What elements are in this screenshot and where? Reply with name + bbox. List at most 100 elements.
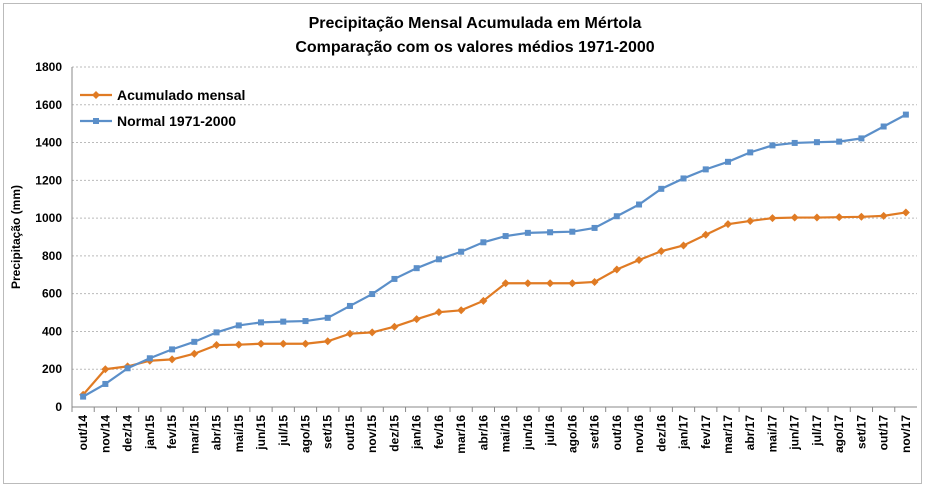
x-tick-label: mai/17 xyxy=(765,415,779,453)
data-point xyxy=(836,138,843,145)
x-tick-label: mar/17 xyxy=(721,415,735,454)
data-point xyxy=(257,339,266,348)
data-point xyxy=(124,365,131,372)
data-point xyxy=(234,340,243,349)
data-point xyxy=(301,339,310,348)
data-point xyxy=(323,337,332,346)
x-tick-label: ago/16 xyxy=(565,415,579,453)
x-tick-label: abr/17 xyxy=(743,415,757,451)
y-tick-label: 400 xyxy=(42,324,62,338)
x-tick-label: jul/16 xyxy=(543,415,557,447)
data-point xyxy=(701,230,710,239)
data-point xyxy=(524,229,531,236)
data-point xyxy=(612,265,621,274)
data-point xyxy=(568,279,577,288)
data-point xyxy=(213,329,220,336)
data-point xyxy=(746,216,755,225)
y-tick-label: 0 xyxy=(55,400,62,414)
data-point xyxy=(636,201,643,208)
legend-marker xyxy=(93,118,99,124)
x-tick-label: nov/15 xyxy=(365,415,379,453)
data-point xyxy=(590,277,599,286)
x-tick-label: set/15 xyxy=(321,415,335,449)
data-point xyxy=(279,339,288,348)
data-point xyxy=(723,220,732,229)
x-tick-label: jul/17 xyxy=(810,415,824,447)
chart-border xyxy=(3,3,922,484)
x-tick-label: fev/17 xyxy=(699,415,713,449)
data-point xyxy=(435,256,442,263)
x-tick-label: jan/15 xyxy=(143,415,157,450)
data-point xyxy=(391,275,398,282)
data-point xyxy=(591,224,598,231)
y-tick-label: 1600 xyxy=(35,98,62,112)
y-tick-label: 800 xyxy=(42,249,62,263)
x-tick-label: jun/15 xyxy=(254,415,268,451)
data-point xyxy=(280,318,287,325)
x-tick-label: out/15 xyxy=(343,415,357,451)
x-tick-label: nov/16 xyxy=(632,415,646,453)
data-point xyxy=(879,211,888,220)
x-tick-label: jun/17 xyxy=(788,415,802,451)
data-point xyxy=(613,213,620,220)
data-point xyxy=(479,296,488,305)
data-point xyxy=(168,355,177,364)
data-point xyxy=(302,318,309,325)
x-tick-label: fev/15 xyxy=(165,415,179,449)
data-point xyxy=(679,241,688,250)
data-point xyxy=(324,314,331,321)
data-point xyxy=(857,212,866,221)
data-point xyxy=(101,365,110,374)
data-point xyxy=(412,315,421,324)
data-point xyxy=(858,135,865,142)
data-point xyxy=(102,380,109,387)
data-point xyxy=(812,213,821,222)
x-tick-label: mar/15 xyxy=(187,415,201,454)
legend-label: Normal 1971-2000 xyxy=(117,113,236,129)
x-tick-label: jul/15 xyxy=(276,415,290,447)
data-point xyxy=(724,158,731,165)
data-point xyxy=(790,213,799,222)
x-tick-label: jan/16 xyxy=(410,415,424,450)
data-point xyxy=(190,349,199,358)
data-point xyxy=(434,308,443,317)
data-point xyxy=(258,319,265,326)
data-point xyxy=(902,111,909,118)
data-point xyxy=(546,279,555,288)
x-tick-label: dez/16 xyxy=(654,415,668,452)
data-point xyxy=(369,291,376,298)
x-tick-label: abr/15 xyxy=(210,415,224,451)
data-point xyxy=(345,329,354,338)
x-tick-label: nov/17 xyxy=(899,415,913,453)
data-point xyxy=(501,279,510,288)
data-point xyxy=(502,233,509,240)
x-tick-label: dez/14 xyxy=(121,415,135,452)
y-tick-label: 1800 xyxy=(35,60,62,74)
data-point xyxy=(768,214,777,223)
data-point xyxy=(901,208,910,217)
x-tick-label: abr/16 xyxy=(476,415,490,451)
y-tick-label: 1400 xyxy=(35,136,62,150)
data-point xyxy=(702,166,709,173)
data-point xyxy=(457,306,466,315)
data-point xyxy=(523,279,532,288)
data-point xyxy=(458,248,465,255)
data-point xyxy=(880,123,887,130)
y-tick-label: 200 xyxy=(42,362,62,376)
data-point xyxy=(413,265,420,272)
x-tick-label: dez/15 xyxy=(387,415,401,452)
data-point xyxy=(635,256,644,265)
x-tick-label: set/17 xyxy=(854,415,868,449)
y-axis-label: Precipitação (mm) xyxy=(9,185,23,289)
x-tick-label: mai/15 xyxy=(232,415,246,453)
chart-title: Precipitação Mensal Acumulada em Mértola xyxy=(309,15,642,32)
data-point xyxy=(569,228,576,235)
data-point xyxy=(169,346,176,353)
chart-subtitle: Comparação com os valores médios 1971-20… xyxy=(295,39,654,56)
data-point xyxy=(212,341,221,350)
data-point xyxy=(835,213,844,222)
x-tick-label: mar/16 xyxy=(454,415,468,454)
data-point xyxy=(658,185,665,192)
data-point xyxy=(747,149,754,156)
